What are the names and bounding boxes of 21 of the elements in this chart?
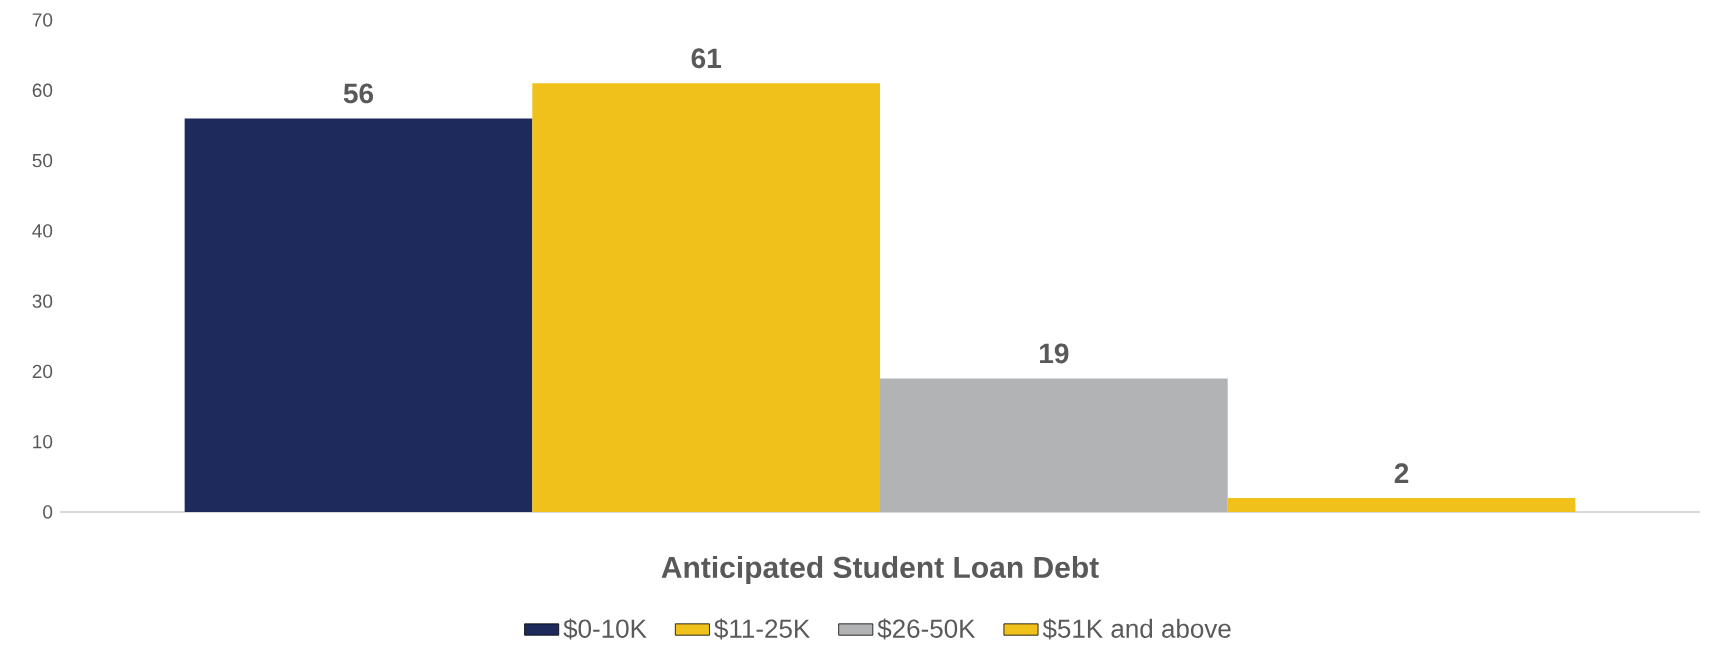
legend-label: $11-25K: [714, 618, 810, 640]
legend-label: $0-10K: [563, 618, 647, 640]
y-tick-label: 10: [33, 434, 53, 449]
data-label: 2: [1394, 463, 1409, 483]
bar: [532, 83, 881, 512]
legend-label: $51K and above: [1042, 618, 1231, 640]
y-tick-label: 0: [43, 505, 53, 519]
data-label: 56: [343, 83, 374, 104]
y-tick-label: 60: [32, 83, 53, 98]
data-label: 61: [691, 48, 721, 69]
bar: [1227, 497, 1576, 512]
legend-label: $26-50K: [877, 618, 976, 640]
y-tick-label: 30: [32, 294, 53, 308]
y-tick-label: 70: [32, 13, 53, 27]
bar: [880, 378, 1228, 512]
bar: [184, 118, 533, 512]
y-tick-label: 40: [32, 224, 53, 238]
y-tick-label: 20: [32, 364, 53, 379]
y-tick-label: 50: [32, 153, 53, 168]
x-axis-title: Anticipated Student Loan Debt: [661, 556, 1099, 584]
data-label: 19: [1040, 343, 1069, 364]
